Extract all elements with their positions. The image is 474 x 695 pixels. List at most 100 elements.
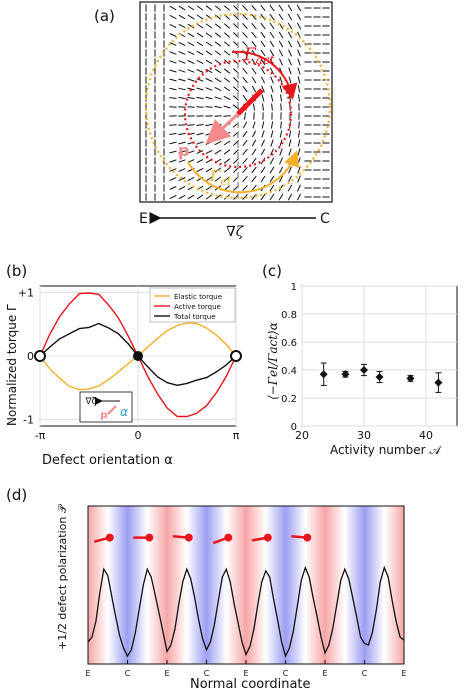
y-tick-label: 0.8 — [281, 310, 297, 321]
ratio-plot: 20 30 40 0 0.2 0.4 0.6 0.8 1 — [281, 282, 458, 442]
director-segment — [288, 148, 292, 156]
director-segment — [287, 175, 293, 183]
director-segment — [260, 193, 266, 201]
director-segment — [270, 85, 274, 93]
director-segment — [196, 124, 204, 126]
director-segment — [178, 124, 186, 126]
director-segment — [223, 131, 231, 137]
director-segment — [214, 167, 222, 173]
director-segment — [251, 175, 257, 183]
director-segment — [296, 13, 302, 21]
director-segment — [297, 184, 301, 192]
director-segment — [187, 124, 195, 126]
director-segment — [187, 5, 195, 11]
director-segment — [169, 150, 177, 154]
director-segment — [169, 14, 177, 20]
director-segment — [223, 158, 231, 164]
director-segment — [260, 67, 266, 75]
director-segment — [187, 60, 195, 64]
panel-d-xlabel: Normal coordinate — [190, 677, 311, 692]
director-segment — [223, 14, 231, 20]
director-segment — [205, 32, 213, 38]
director-segment — [242, 14, 248, 20]
director-segment — [187, 176, 195, 182]
director-segment — [169, 159, 177, 163]
director-segment — [260, 40, 266, 48]
director-segment — [287, 193, 293, 201]
director-segment — [251, 157, 257, 165]
director-segment — [260, 58, 266, 66]
y-tick-label: 0.2 — [281, 394, 297, 405]
director-segment — [169, 186, 177, 190]
director-segment — [169, 69, 177, 73]
director-segment — [169, 42, 177, 46]
director-segment — [196, 78, 204, 82]
director-segment — [251, 13, 257, 21]
director-segment — [288, 67, 292, 75]
director-segment — [260, 22, 266, 30]
director-segment — [297, 175, 301, 183]
director-segment — [169, 23, 177, 29]
director-segment — [242, 139, 248, 147]
director-segment — [187, 23, 195, 29]
director-segment — [205, 5, 213, 11]
director-segment — [279, 139, 283, 147]
director-segment — [205, 149, 213, 155]
director-segment — [242, 23, 248, 29]
director-segment — [196, 158, 204, 164]
director-segment — [169, 51, 177, 55]
director-segment — [178, 78, 186, 82]
data-point — [319, 370, 328, 379]
director-segment — [242, 121, 248, 129]
legend-label: Elastic torque — [174, 293, 222, 301]
grad-zeta-label: ∇ζ — [226, 224, 245, 240]
director-segment — [287, 22, 293, 30]
director-segment — [178, 5, 186, 11]
director-segment — [187, 87, 195, 91]
defect-head — [105, 533, 114, 542]
unstable-point-right — [230, 350, 242, 362]
director-segment — [178, 14, 186, 20]
director-segment — [251, 76, 257, 84]
director-segment — [262, 103, 264, 111]
director-segment — [196, 32, 204, 38]
director-segment — [233, 77, 239, 83]
director-segment — [269, 13, 275, 21]
panel-c-ylabel: ⟨−Γel/Γact⟩α — [266, 322, 280, 400]
director-segment — [178, 194, 186, 200]
director-segment — [279, 148, 283, 156]
director-segment — [251, 31, 257, 39]
director-segment — [178, 185, 186, 191]
director-segment — [298, 94, 300, 102]
director-segment — [196, 50, 204, 56]
director-segment — [214, 149, 222, 155]
director-segment — [279, 85, 283, 93]
y-tick-label: 0 — [291, 422, 297, 433]
director-segment — [270, 139, 274, 147]
director-segment — [269, 166, 275, 174]
director-segment — [270, 94, 274, 102]
director-segment — [232, 104, 240, 110]
director-segment — [288, 58, 292, 66]
x-tick-label: E — [85, 669, 90, 678]
label-e: E — [139, 211, 148, 227]
director-segment — [178, 60, 186, 64]
director-segment — [187, 106, 195, 108]
director-segment — [223, 77, 231, 83]
inset-grad-label: ∇ζ — [85, 397, 97, 407]
director-segment — [214, 23, 222, 29]
panel-a-label: (a) — [94, 7, 115, 25]
director-segment — [297, 76, 301, 84]
director-segment — [205, 50, 213, 56]
director-segment — [196, 132, 204, 136]
director-segment — [178, 141, 186, 145]
director-segment — [196, 167, 204, 173]
director-segment — [169, 78, 177, 82]
director-segment — [233, 5, 239, 11]
director-segment — [261, 121, 265, 129]
polarization-arrow — [205, 112, 240, 145]
outer-circle — [144, 12, 332, 200]
director-segment — [242, 130, 248, 138]
director-segment — [169, 5, 177, 11]
